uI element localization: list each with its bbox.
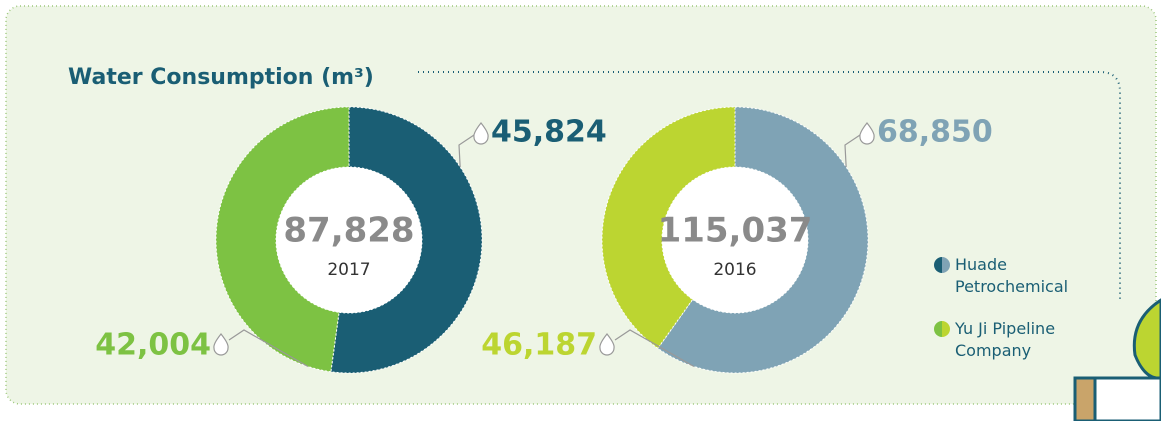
center-value: 87,828 <box>283 211 414 251</box>
droplet-icon <box>859 122 875 145</box>
value-label: 42,004 <box>95 328 211 363</box>
decoration <box>1073 298 1161 421</box>
legend-label: Huade Petrochemical <box>955 255 1069 296</box>
value-label: 68,850 <box>877 115 993 150</box>
donut-hole <box>662 167 808 313</box>
donut-hole <box>276 167 422 313</box>
leader-line <box>228 329 309 368</box>
donut-slice <box>601 106 736 350</box>
leader-line <box>458 134 475 168</box>
value-label: 45,824 <box>491 115 607 150</box>
chart-title: Water Consumption (m³) <box>68 65 374 90</box>
donut-slice <box>215 106 350 373</box>
droplet-icon <box>599 333 615 356</box>
droplet-icon <box>213 333 229 356</box>
center-subtitle: 2017 <box>327 260 370 280</box>
legend-swatch <box>934 257 942 273</box>
leader-line <box>844 134 861 168</box>
center-subtitle: 2016 <box>713 260 756 280</box>
leader-line <box>614 329 695 368</box>
center-value: 115,037 <box>658 211 813 251</box>
legend-swatch <box>934 321 942 337</box>
legend-label: Yu Ji Pipeline Company <box>955 319 1056 360</box>
droplet-icon <box>473 122 489 145</box>
legend-swatch <box>942 257 950 273</box>
legend-swatch <box>942 321 950 337</box>
value-label: 46,187 <box>481 328 597 363</box>
